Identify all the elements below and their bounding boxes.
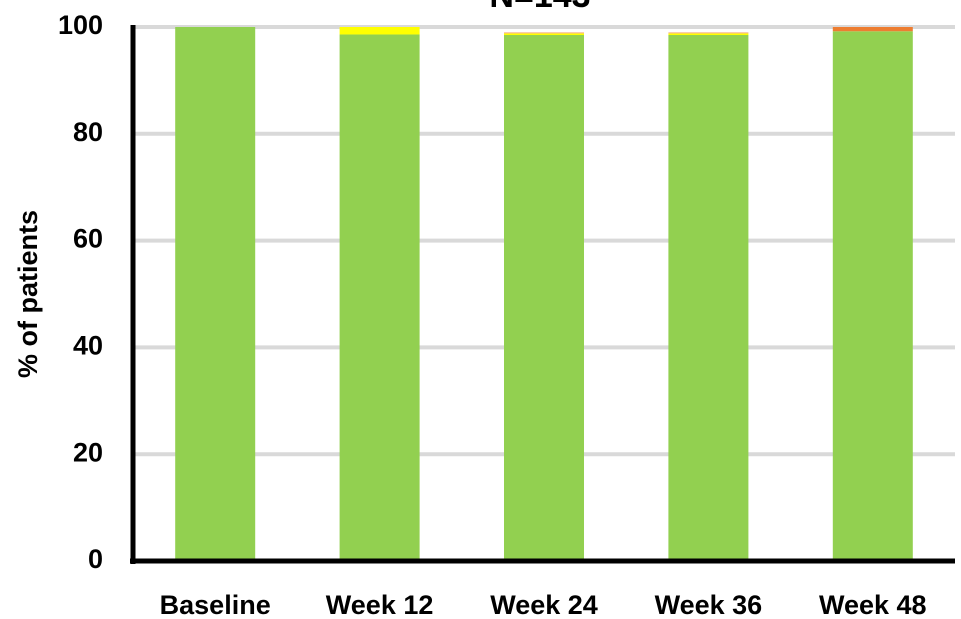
x-tick-label: Week 12 xyxy=(326,590,434,619)
chart-title: N=143 xyxy=(489,0,590,15)
x-tick-label: Week 36 xyxy=(655,590,763,619)
bar-segment xyxy=(668,33,749,36)
bar-segment xyxy=(504,35,584,561)
y-axis-label: % of patients xyxy=(13,210,43,378)
bar-segment xyxy=(504,32,584,34)
bar-segment xyxy=(832,27,913,32)
y-tick-label: 60 xyxy=(73,224,103,254)
y-tick-label: 0 xyxy=(88,544,103,574)
bar-segment xyxy=(339,27,420,35)
bar-segment xyxy=(668,32,749,34)
y-tick-label: 40 xyxy=(73,331,103,361)
y-tick-label: 20 xyxy=(73,437,103,467)
bar-segment xyxy=(668,35,749,561)
x-tick-label: Baseline xyxy=(160,590,271,619)
x-tick-label: Week 24 xyxy=(490,590,598,619)
y-tick-label: 100 xyxy=(58,10,103,40)
y-tick-label: 80 xyxy=(73,117,103,147)
bar-segment xyxy=(832,31,913,562)
bar-segment xyxy=(339,34,420,561)
bar-segment xyxy=(504,33,584,36)
bar-segment xyxy=(175,27,256,561)
x-tick-label: Week 48 xyxy=(819,590,927,619)
